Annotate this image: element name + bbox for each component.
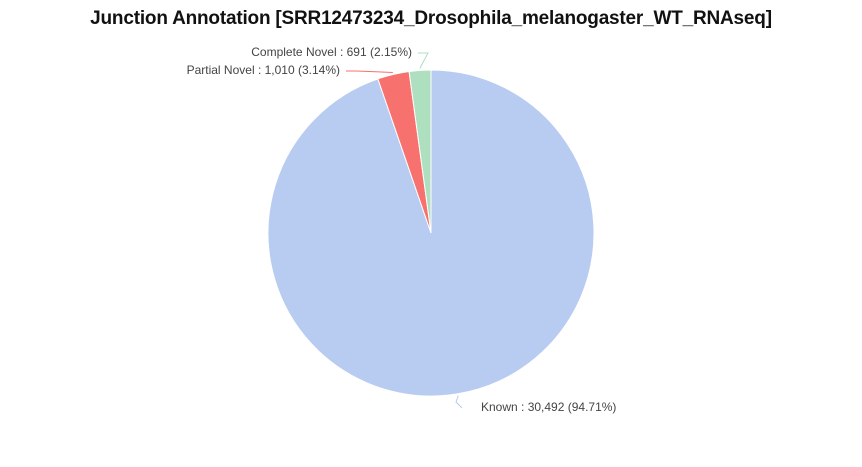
chart-title: Junction Annotation [SRR12473234_Drosoph…: [90, 8, 772, 29]
pie-slice-complete-novel[interactable]: [408, 69, 432, 234]
pie-slices: [267, 69, 595, 397]
leader-line-known: [455, 395, 463, 409]
slice-labels: Known : 30,492 (94.71%) Partial Novel : 1…: [187, 45, 617, 414]
leader-line-complete-novel: [418, 52, 429, 69]
slice-label-known: Known : 30,492 (94.71%): [481, 400, 616, 414]
slice-label-complete-novel: Complete Novel : 691 (2.15%): [251, 45, 412, 59]
leader-lines: [346, 52, 463, 409]
slice-label-partial-novel: Partial Novel : 1,010 (3.14%): [187, 63, 340, 77]
leader-line-partial-novel: [346, 70, 393, 73]
